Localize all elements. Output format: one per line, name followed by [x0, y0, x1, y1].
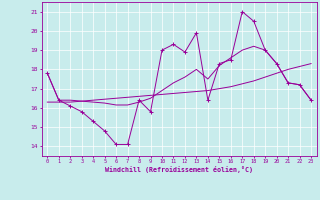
X-axis label: Windchill (Refroidissement éolien,°C): Windchill (Refroidissement éolien,°C): [105, 166, 253, 173]
